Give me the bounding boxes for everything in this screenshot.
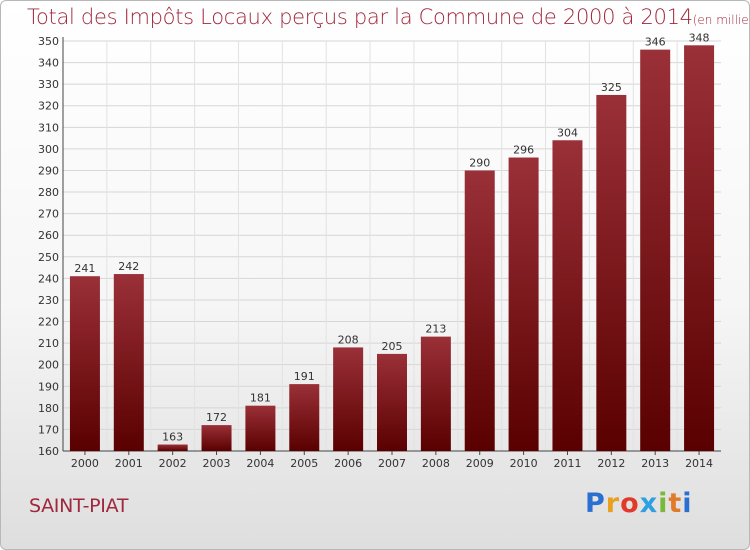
axis-layer: 160 170 180 190 200 210 220 230 240 250 260 270 280 2… [38, 35, 721, 470]
bar-value-label: 163 [162, 431, 183, 444]
bar-2004 [245, 405, 276, 451]
y-tick-label: 310 [38, 121, 59, 134]
bar-value-label: 304 [557, 126, 578, 139]
bar-value-label: 346 [645, 36, 666, 49]
bar-value-label: 191 [294, 370, 315, 383]
proxiti-logo[interactable]: Proxiti [585, 488, 693, 519]
x-tick-label: 2012 [597, 457, 625, 470]
y-tick-label: 240 [38, 272, 59, 285]
y-tick-label: 290 [38, 164, 59, 177]
x-tick-label: 2000 [71, 457, 99, 470]
chart-title: Total des Impôts Locaux perçus par la Co… [27, 5, 749, 29]
y-tick-label: 260 [38, 229, 59, 242]
commune-name: SAINT-PIAT [29, 495, 129, 517]
bar-value-label: 172 [206, 411, 227, 424]
x-tick-label: 2014 [685, 457, 713, 470]
bar-2009 [464, 170, 495, 451]
y-tick-label: 200 [38, 359, 59, 372]
y-tick-label: 220 [38, 316, 59, 329]
bar-value-label: 208 [338, 333, 359, 346]
logo-letter: i [682, 488, 693, 519]
y-tick-label: 250 [38, 251, 59, 264]
y-tick-label: 210 [38, 337, 59, 350]
logo-letter: i [658, 488, 669, 519]
y-tick-label: 230 [38, 294, 59, 307]
y-tick-label: 320 [38, 100, 59, 113]
bar-value-label: 242 [118, 260, 139, 273]
logo-letter: o [620, 488, 640, 519]
x-tick-label: 2006 [334, 457, 362, 470]
bar-2003 [201, 425, 232, 451]
bar-2005 [289, 384, 320, 451]
x-tick-label: 2013 [641, 457, 669, 470]
x-tick-label: 2009 [466, 457, 494, 470]
logo-letter: x [639, 488, 659, 519]
bar-2001 [113, 274, 144, 451]
x-tick-label: 2004 [246, 457, 274, 470]
bar-layer: 241 242 163 172 181 191 208 205 213 290 296 304 325 3… [69, 31, 715, 452]
x-tick-label: 2010 [510, 457, 538, 470]
bar-2013 [640, 49, 671, 451]
bar-2002 [157, 444, 188, 451]
bar-value-label: 290 [469, 156, 490, 169]
bar-value-label: 213 [425, 323, 446, 336]
bar-value-label: 241 [74, 262, 95, 275]
y-tick-label: 330 [38, 78, 59, 91]
x-tick-label: 2002 [159, 457, 187, 470]
y-tick-label: 190 [38, 380, 59, 393]
bar-2007 [377, 353, 407, 451]
logo-letter: P [585, 488, 606, 519]
y-tick-label: 340 [38, 57, 59, 70]
bar-2006 [333, 347, 364, 451]
bar-2014 [684, 45, 715, 451]
y-tick-label: 300 [38, 143, 59, 156]
bar-value-label: 181 [250, 392, 271, 405]
x-tick-label: 2007 [378, 457, 406, 470]
bar-2011 [552, 140, 583, 451]
x-tick-label: 2005 [290, 457, 318, 470]
bar-2008 [420, 336, 451, 451]
y-tick-label: 280 [38, 186, 59, 199]
bar-value-label: 296 [513, 144, 534, 157]
y-tick-label: 160 [38, 445, 59, 458]
chart-subtitle: (en milliers d'€) [692, 13, 749, 27]
bar-value-label: 205 [382, 340, 403, 353]
y-tick-label: 180 [38, 402, 59, 415]
y-tick-label: 170 [38, 423, 59, 436]
logo-letter: t [668, 488, 683, 519]
logo-letter: r [605, 488, 621, 519]
bar-value-label: 325 [601, 81, 622, 94]
y-tick-label: 270 [38, 208, 59, 221]
x-tick-label: 2003 [203, 457, 231, 470]
bar-value-label: 348 [689, 31, 710, 44]
x-tick-label: 2008 [422, 457, 450, 470]
y-tick-label: 350 [38, 35, 59, 48]
x-tick-label: 2001 [115, 457, 143, 470]
bar-2012 [596, 94, 627, 452]
bar-2010 [508, 157, 539, 452]
x-tick-label: 2011 [553, 457, 581, 470]
bar-2000 [69, 276, 100, 451]
